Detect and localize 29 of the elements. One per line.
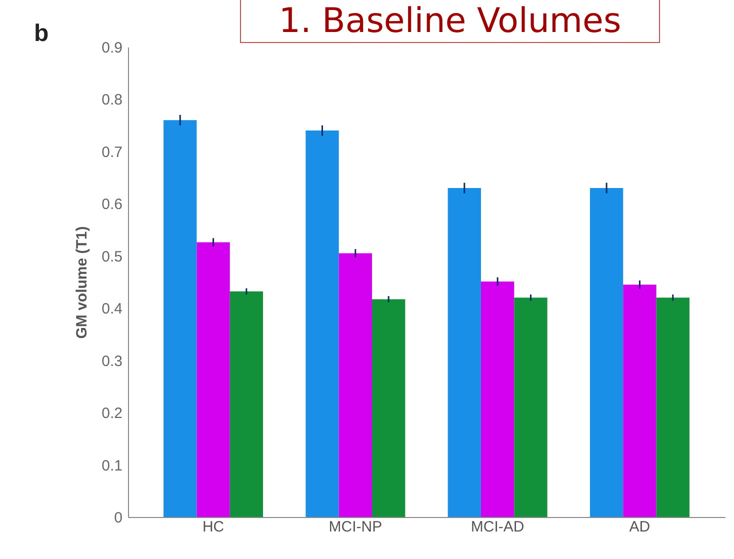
bar — [230, 291, 264, 517]
y-tick-label: 0.6 — [102, 196, 122, 214]
y-tick-label: 0.5 — [102, 248, 122, 266]
y-tick-label: 0.9 — [102, 40, 122, 56]
x-tick-label: MCI-NP — [328, 518, 382, 536]
x-tick-label: HC — [202, 518, 224, 536]
bar — [623, 284, 656, 517]
bar — [448, 188, 481, 517]
bar — [196, 242, 230, 517]
text: b — [34, 20, 49, 48]
bar — [656, 298, 690, 517]
bar — [514, 298, 548, 517]
bar — [480, 281, 514, 517]
y-tick-label: 0.1 — [102, 457, 122, 474]
y-axis-title: GM volume (T1) — [74, 226, 91, 339]
bar — [590, 188, 624, 517]
y-tick-label: 0.4 — [102, 300, 122, 318]
y-tick-label: 0.7 — [102, 144, 122, 161]
y-tick-label: 0.8 — [102, 92, 122, 109]
bar — [338, 253, 372, 517]
x-tick-label: MCI-AD — [470, 518, 524, 536]
x-tick-label: AD — [629, 518, 650, 536]
bar — [164, 120, 197, 517]
y-tick-label: 0.2 — [102, 405, 122, 422]
bar — [306, 130, 339, 517]
bar — [372, 299, 406, 517]
y-tick-label: 0.3 — [102, 352, 122, 370]
y-tick-label: 0 — [114, 510, 122, 526]
chart-title: 1. Baseline Volumes — [240, 0, 660, 43]
